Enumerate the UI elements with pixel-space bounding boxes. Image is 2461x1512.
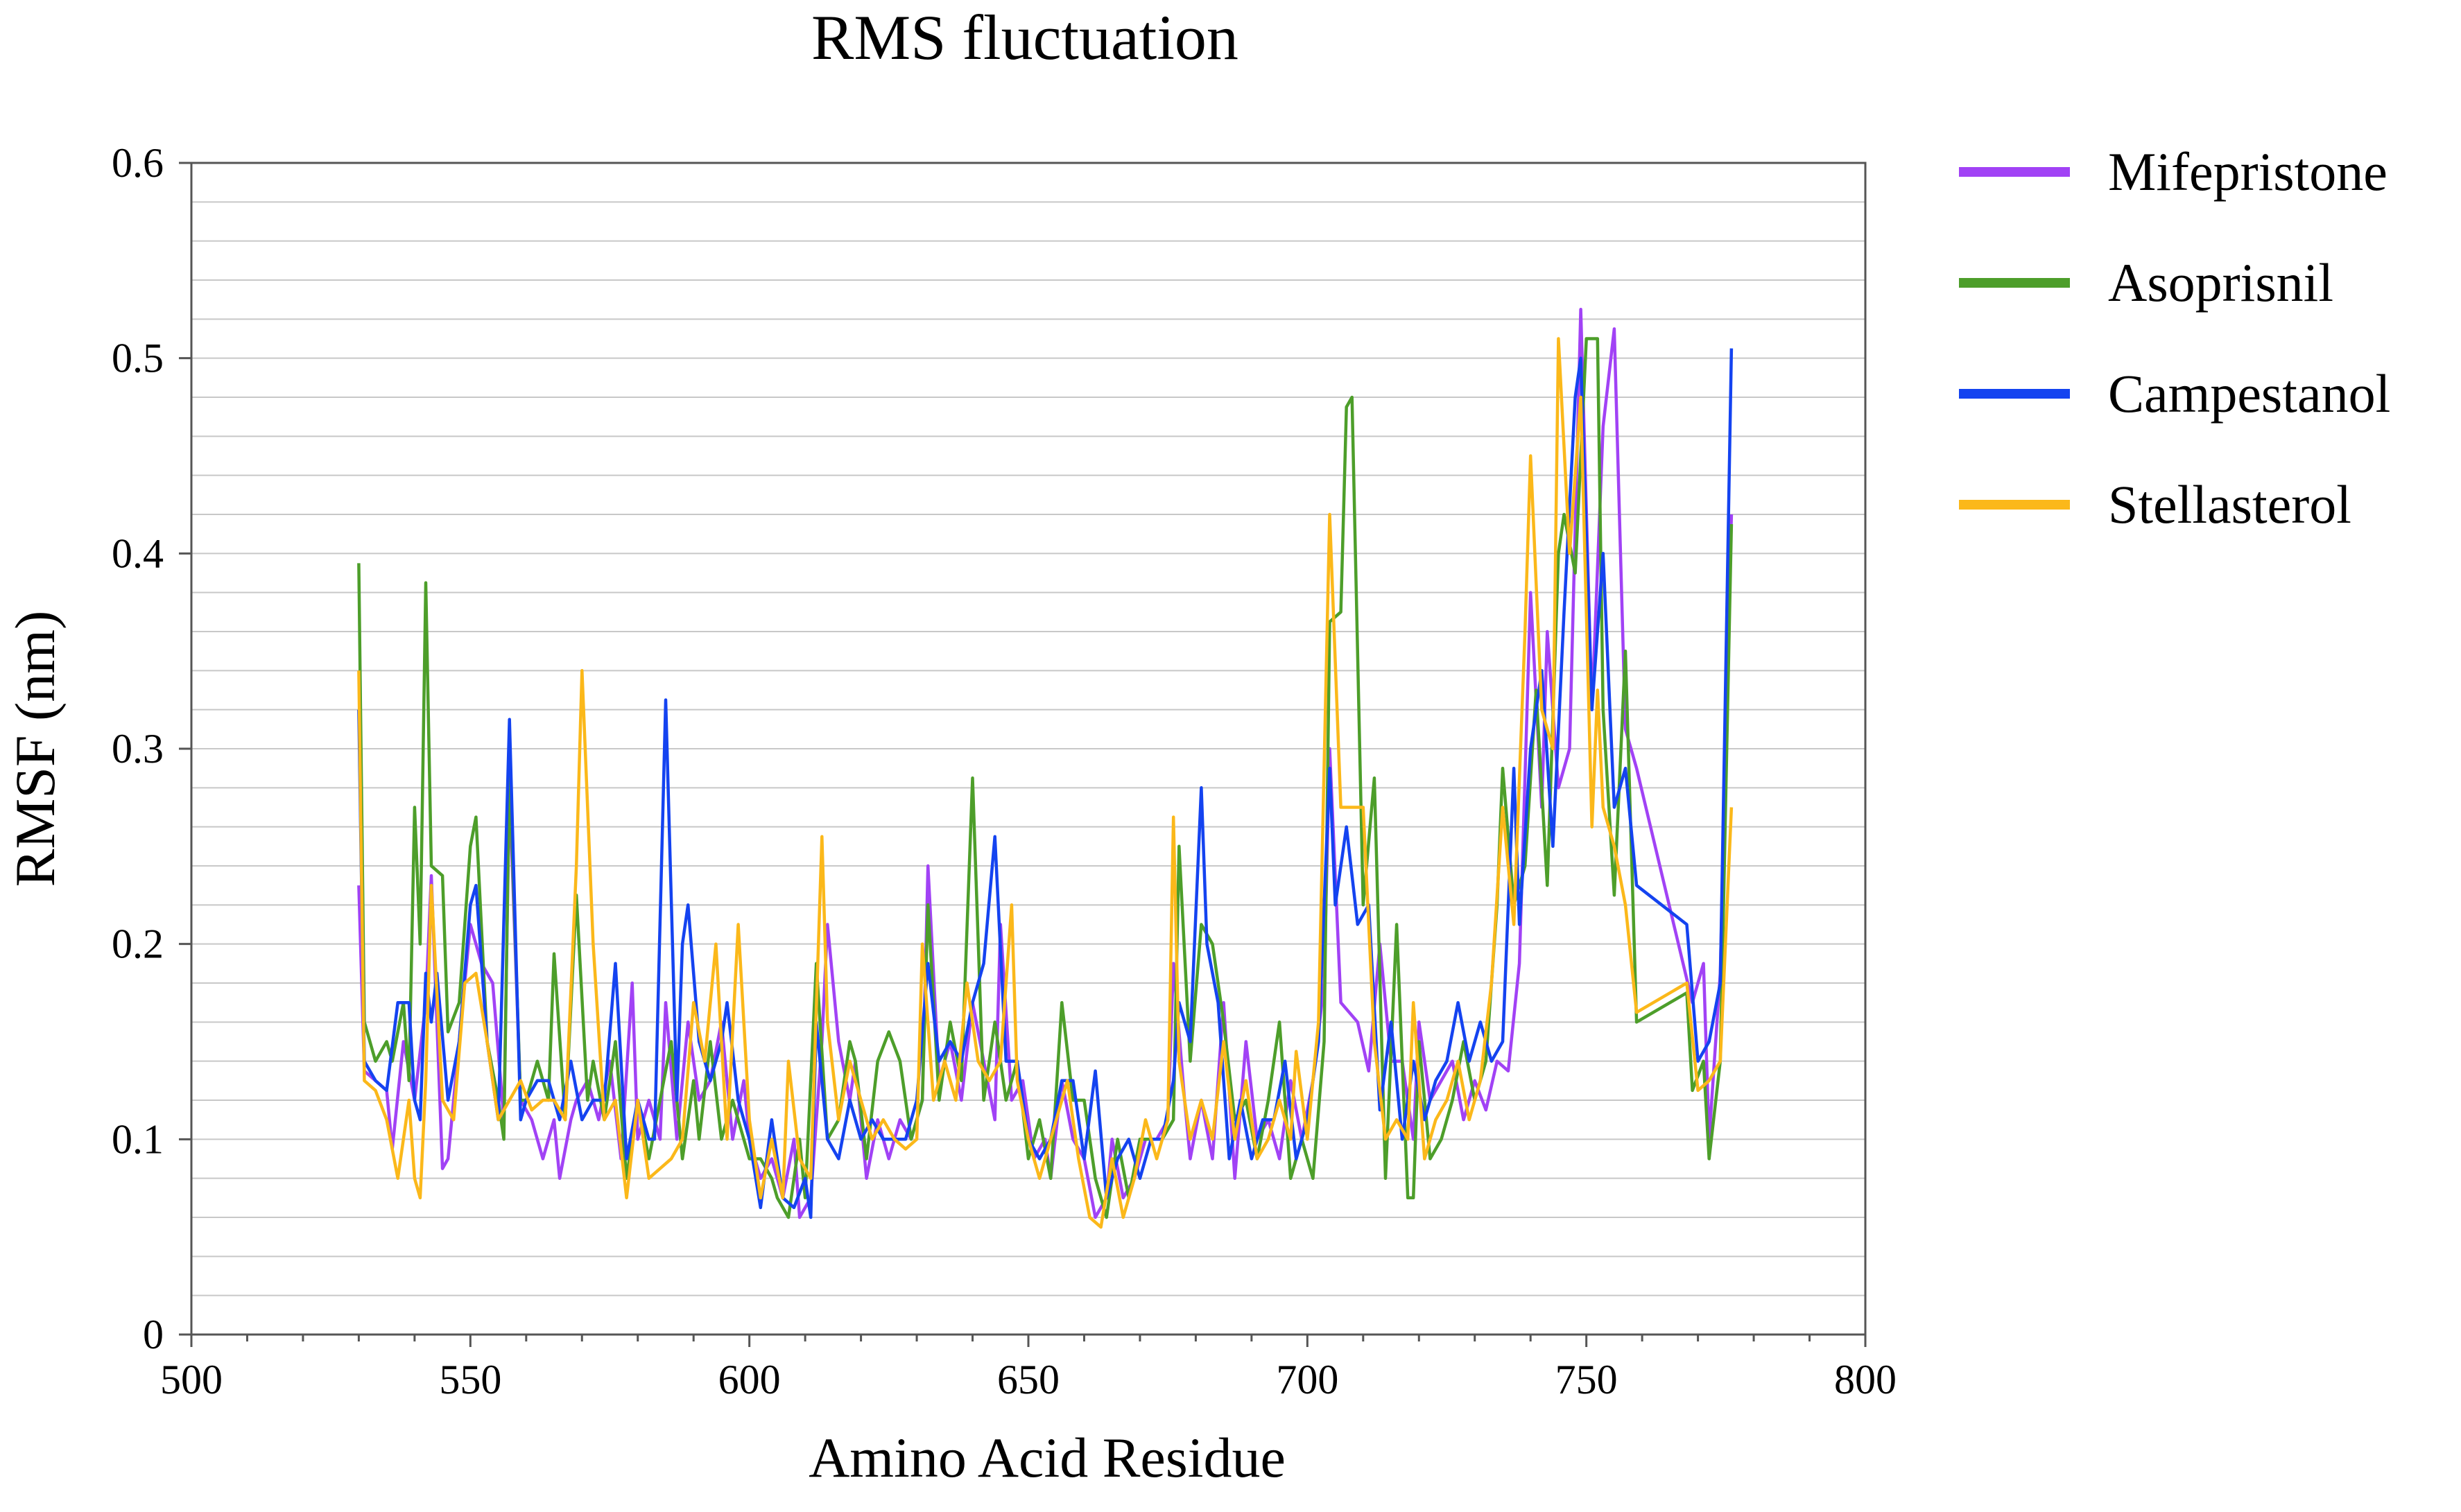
x-tick-label: 700 (1276, 1357, 1338, 1402)
x-tick-label: 650 (997, 1357, 1060, 1402)
x-axis-label: Amino Acid Residue (809, 1426, 1286, 1489)
x-tick-label: 750 (1555, 1357, 1618, 1402)
series-line-stellasterol (357, 337, 1734, 1229)
y-tick-label: 0.1 (112, 1116, 164, 1162)
y-tick-label: 0 (143, 1312, 164, 1357)
y-tick-label: 0.5 (112, 336, 164, 381)
y-tick-label: 0.6 (112, 140, 164, 186)
y-axis-label: RMSF (nm) (3, 611, 67, 887)
legend-label-stellasterol: Stellasterol (2108, 474, 2351, 535)
y-tick-label: 0.2 (112, 921, 164, 967)
y-tick-label: 0.4 (112, 530, 164, 576)
x-axis-ticks: 500 550 600 650 700 750 800 (160, 1335, 1897, 1402)
y-axis-ticks: 0 0.1 0.2 0.3 0.4 0.5 0.6 (112, 140, 191, 1357)
chart-title: RMS fluctuation (811, 2, 1238, 73)
legend-label-campestanol: Campestanol (2108, 363, 2390, 424)
x-tick-label: 500 (160, 1357, 223, 1402)
series-lines (357, 307, 1734, 1229)
y-tick-label: 0.3 (112, 726, 164, 772)
legend-label-mifepristone: Mifepristone (2108, 141, 2387, 202)
x-tick-label: 800 (1834, 1357, 1897, 1402)
legend-label-asoprisnil: Asoprisnil (2108, 252, 2333, 313)
x-tick-label: 550 (439, 1357, 501, 1402)
legend: Mifepristone Asoprisnil Campestanol Stellas… (1959, 141, 2390, 535)
series-line-mifepristone (357, 307, 1734, 1219)
x-tick-label: 600 (718, 1357, 781, 1402)
